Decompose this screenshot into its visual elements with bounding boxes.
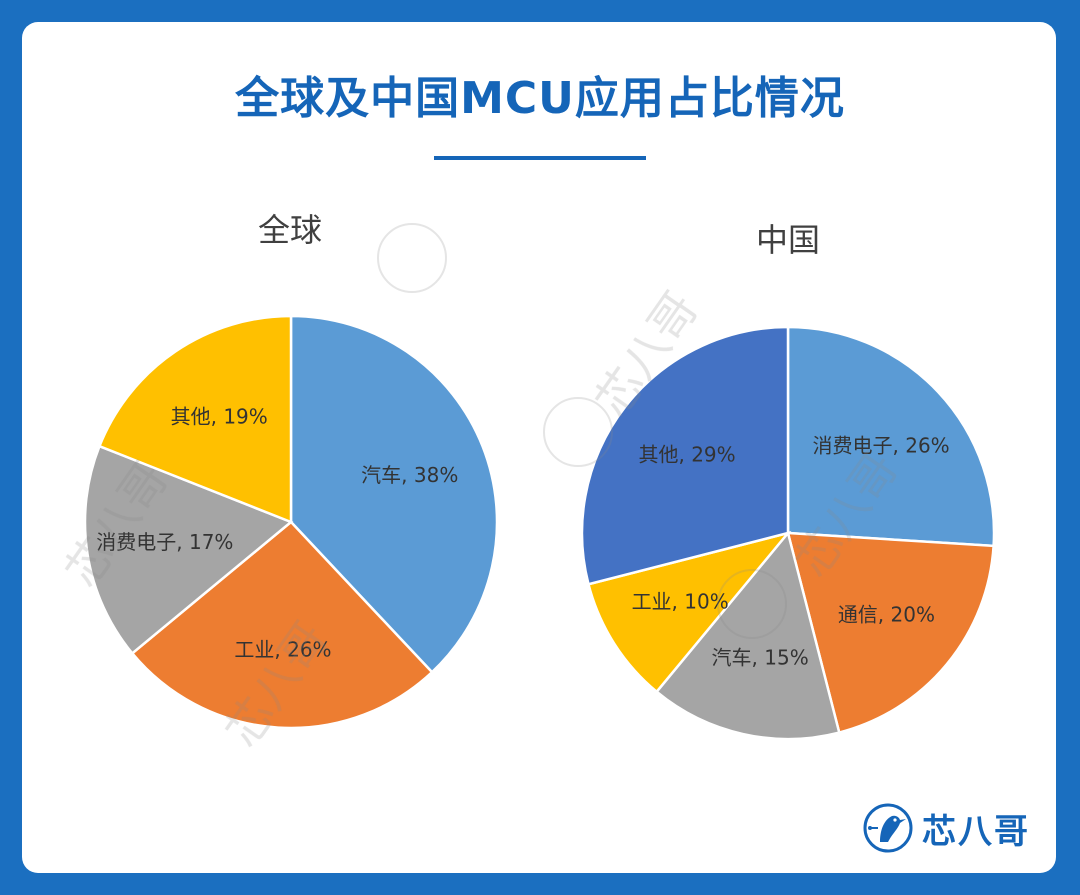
pie-slice-label: 消费电子, 17% xyxy=(96,530,233,554)
watermark-logo-icon xyxy=(717,569,787,639)
pie-slice-label: 工业, 26% xyxy=(234,637,331,661)
watermark-logo-icon xyxy=(543,397,613,467)
kingfisher-logo-icon xyxy=(863,803,913,853)
chart-title-global: 全球 xyxy=(258,211,322,249)
pie-slice-label: 汽车, 38% xyxy=(361,463,458,487)
pie-slice-label: 消费电子, 26% xyxy=(813,434,950,458)
pie-slice xyxy=(654,530,841,741)
brand-name: 芯八哥 xyxy=(922,811,1030,852)
chart-title-china: 中国 xyxy=(756,221,820,259)
page-title: 全球及中国MCU应用占比情况 xyxy=(235,73,845,124)
pie-slice xyxy=(97,314,293,524)
pie-slice-label: 其他, 29% xyxy=(638,443,735,467)
pie-slice xyxy=(786,531,995,735)
pie-slice-label: 工业, 10% xyxy=(632,589,729,613)
pie-slice xyxy=(289,314,499,674)
pie-slice-label: 其他, 19% xyxy=(171,404,268,428)
pie-slice-label: 汽车, 15% xyxy=(712,646,809,670)
brand-logo: 芯八哥 xyxy=(862,800,1030,856)
watermark-logo-icon xyxy=(377,223,447,293)
pie-slice xyxy=(786,325,996,548)
pie-slice xyxy=(130,520,434,730)
pie-slice xyxy=(83,444,294,656)
title-underline xyxy=(434,156,646,160)
pie-slice xyxy=(580,325,790,586)
pie-chart-china: 中国 消费电子, 26% 通信, 20% 汽车, 15% 工业, 10% 其他, 29% xyxy=(580,221,996,741)
pie-chart-global: 全球 汽车, 38% 工业, 26% 消费电子, 17% 其他, 19% xyxy=(83,211,499,730)
pie-slice-label: 通信, 20% xyxy=(838,602,935,626)
